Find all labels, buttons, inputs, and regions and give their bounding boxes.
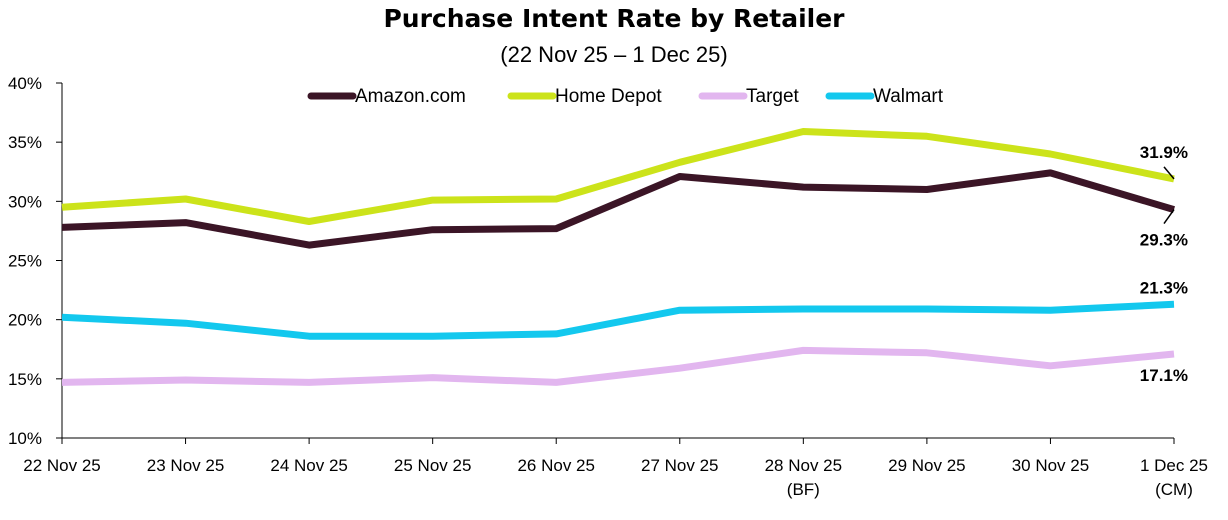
x-tick-label: 28 Nov 25 <box>765 456 843 475</box>
x-tick-label: 1 Dec 25 <box>1140 456 1208 475</box>
data-label-end: 29.3% <box>1140 231 1188 250</box>
data-label-leader <box>1163 166 1175 180</box>
data-label-end: 31.9% <box>1140 143 1188 162</box>
data-label-end: 21.3% <box>1140 278 1188 297</box>
y-tick-label: 20% <box>8 311 42 330</box>
legend-label: Walmart <box>873 86 944 107</box>
legend-label: Amazon.com <box>355 86 466 107</box>
y-tick-label: 40% <box>8 74 42 93</box>
x-tick-label: 24 Nov 25 <box>270 456 348 475</box>
series-line-target <box>61 346 1175 386</box>
x-tick-label: 22 Nov 25 <box>23 456 101 475</box>
x-tick-label: 23 Nov 25 <box>147 456 225 475</box>
series-line-walmart <box>61 300 1175 340</box>
y-tick-label: 30% <box>8 192 42 211</box>
legend-label: Home Depot <box>555 86 662 107</box>
data-label-leader <box>1163 209 1175 225</box>
legend-label: Target <box>746 86 800 107</box>
series-line-home-depot <box>61 128 1175 225</box>
y-tick-label: 10% <box>8 429 42 448</box>
x-tick-label: (BF) <box>787 480 820 499</box>
y-tick-label: 25% <box>8 252 42 271</box>
x-tick-label: 30 Nov 25 <box>1012 456 1090 475</box>
data-label-end: 17.1% <box>1140 366 1188 385</box>
x-tick-label: 25 Nov 25 <box>394 456 472 475</box>
y-tick-label: 15% <box>8 370 42 389</box>
series-line-amazon-com <box>61 169 1175 249</box>
x-tick-label: (CM) <box>1155 480 1193 499</box>
x-tick-label: 26 Nov 25 <box>517 456 595 475</box>
y-tick-label: 35% <box>8 133 42 152</box>
chart-subtitle: (22 Nov 25 – 1 Dec 25) <box>500 42 728 67</box>
x-tick-label: 27 Nov 25 <box>641 456 719 475</box>
chart-title: Purchase Intent Rate by Retailer <box>383 4 845 33</box>
x-tick-label: 29 Nov 25 <box>888 456 966 475</box>
